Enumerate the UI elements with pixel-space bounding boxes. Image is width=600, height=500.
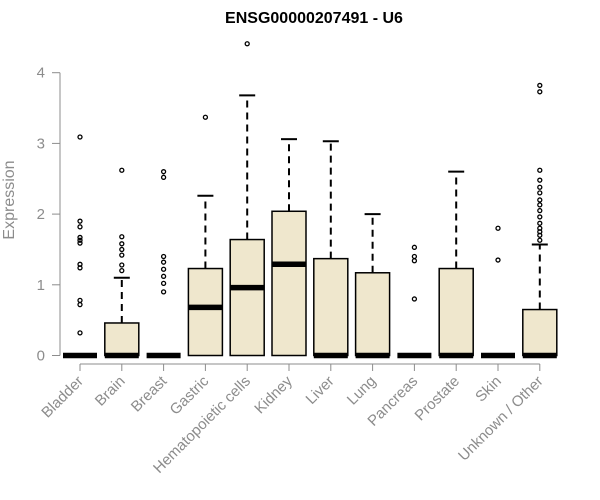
outlier-point [119,262,125,268]
y-tick-label: 0 [37,348,45,365]
outlier-point [537,202,543,208]
outlier-point [411,258,418,264]
outlier-point [160,289,167,295]
outlier-point [537,82,543,89]
x-tick-label: Liver [303,373,338,408]
outlier-point [411,296,418,302]
x-tick-label: Breast [128,372,171,415]
outlier-point [160,259,167,265]
outlier-point [160,253,167,260]
box [354,272,391,357]
x-tick-label: Lung [344,373,380,409]
outlier-point [537,237,543,243]
outlier-point [537,177,543,183]
x-tick-label: Bladder [38,373,87,422]
outlier-point [411,253,418,260]
outlier-point [77,134,83,140]
y-tick-label: 4 [37,65,45,82]
x-tick-label: Prostate [411,373,463,425]
outlier-point [77,330,83,336]
outlier-point [77,297,83,304]
outlier-point [160,273,167,279]
x-tick-label: Kidney [251,372,296,417]
y-tick-label: 1 [37,277,45,294]
y-axis-label: Expression [1,160,18,239]
outlier-point [77,240,83,246]
outlier-point [119,167,125,173]
outlier-point [537,220,543,226]
outlier-point [537,207,543,214]
outlier-point [160,174,167,180]
outlier-point [119,252,125,258]
box [229,238,265,357]
boxes [63,41,558,359]
outlier-point [119,234,125,240]
box [187,267,224,357]
x-tick-label: Skin [472,373,505,406]
outlier-point [202,114,209,120]
outlier-point [119,246,125,253]
outlier-point [537,190,543,196]
box [104,322,140,357]
outlier-point [537,225,543,231]
outlier-point [119,268,125,274]
outlier-point [537,89,543,95]
outlier-point [537,184,543,190]
chart-title: ENSG00000207491 - U6 [225,10,403,27]
outlier-point [77,237,83,243]
outlier-point [77,218,83,224]
axes: 0 1 2 3 4 [37,65,541,371]
outlier-point [244,41,250,47]
box [313,257,349,357]
outlier-point [537,197,543,203]
outlier-point [160,266,167,272]
outlier-point [411,244,418,250]
y-tick-label: 3 [37,135,45,152]
outlier-point [160,169,167,175]
box [271,210,307,357]
outlier-point [77,261,83,267]
outlier-point [495,257,501,263]
outlier-point [77,234,83,241]
outlier-point [77,224,83,230]
outlier-point [537,167,543,173]
outlier-point [160,280,167,287]
box [522,308,558,357]
outlier-point [119,241,125,247]
box [438,267,474,357]
y-tick-label: 2 [37,206,45,223]
outlier-point [77,301,83,308]
outlier-point [495,225,501,231]
outlier-point [537,214,543,220]
x-tick-label: Brain [92,373,129,410]
